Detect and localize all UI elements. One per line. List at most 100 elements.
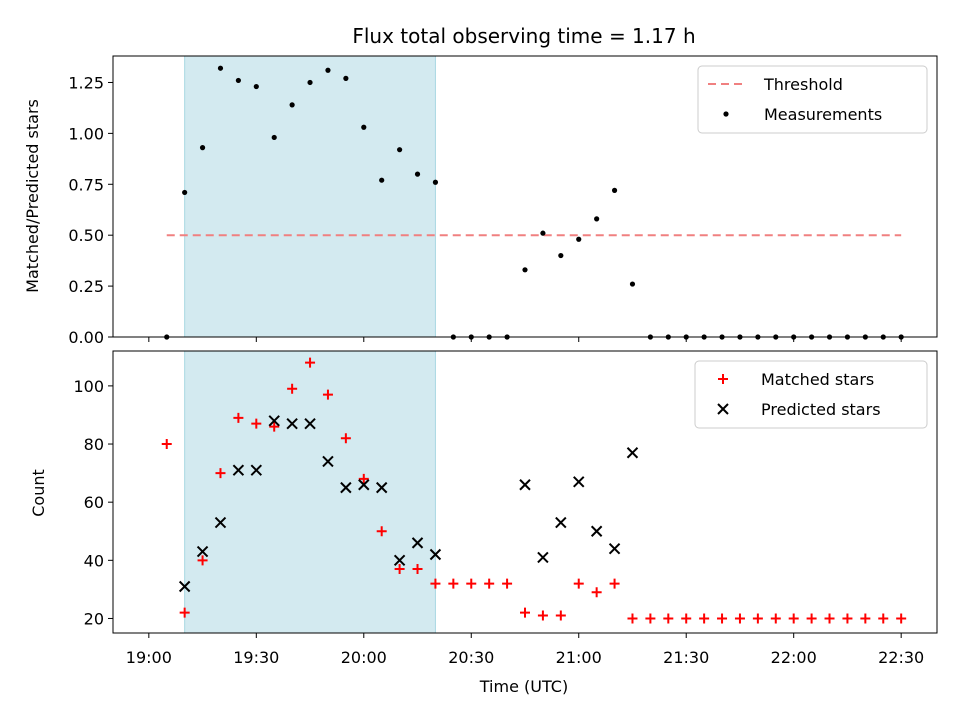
legend-box: [697, 65, 928, 134]
matched-star-point: [609, 578, 620, 589]
y-tick-label: 0.50: [68, 226, 104, 245]
matched-star-point: [824, 613, 835, 624]
matched-star-point: [752, 613, 763, 624]
measurement-point: [432, 179, 439, 185]
matched-star-point: [591, 587, 602, 598]
matched-star-point: [215, 468, 226, 479]
matched-star-point: [878, 613, 889, 624]
matched-star-point: [663, 613, 674, 624]
matched-star-point: [430, 578, 441, 589]
measurement-point: [629, 281, 636, 287]
matched-star-point: [734, 613, 745, 624]
matched-star-point: [537, 610, 548, 621]
x-tick-label: 22:00: [771, 648, 817, 667]
top-y-axis-label: Matched/Predicted stars: [23, 99, 42, 293]
matched-star-point: [645, 613, 656, 624]
predicted-star-point: [608, 542, 621, 555]
measurement-point: [594, 216, 600, 222]
matched-star-point: [179, 607, 190, 618]
matched-star-point: [806, 613, 817, 624]
legend-label: Matched stars: [761, 370, 874, 389]
matched-star-point: [555, 610, 566, 621]
measurement-point: [611, 187, 618, 193]
legend-box: [694, 360, 928, 429]
matched-star-point: [394, 564, 405, 575]
matched-star-point: [717, 613, 728, 624]
predicted-star-point: [626, 447, 639, 459]
measurement-point: [289, 102, 295, 108]
legend-matched-swatch: [718, 374, 728, 384]
matched-star-point: [484, 578, 495, 589]
y-tick-label: 1.00: [68, 124, 104, 143]
legend: Threshold Measurements: [697, 65, 928, 134]
plot-frame: [112, 350, 938, 634]
bottom-y-axis-label: Count: [29, 469, 48, 517]
predicted-star-point: [286, 417, 298, 430]
legend-measurement-swatch: [723, 111, 729, 117]
matched-star-point: [466, 578, 477, 589]
y-tick-label: 0.00: [68, 328, 104, 347]
matched-star-point: [896, 613, 907, 624]
legend-label: Predicted stars: [761, 400, 881, 419]
matched-star-point: [322, 389, 333, 400]
matched-star-point: [681, 613, 692, 624]
measurement-point: [253, 83, 259, 90]
predicted-star-point: [411, 537, 424, 549]
predicted-star-point: [340, 481, 352, 494]
matched-star-point: [376, 526, 387, 537]
y-tick-label: 20: [84, 609, 104, 628]
predicted-star-point: [393, 554, 406, 567]
measurement-point: [182, 189, 188, 196]
measurement-point: [397, 147, 403, 153]
matched-star-point: [770, 613, 781, 624]
matched-star-point: [412, 564, 423, 575]
y-tick-label: 100: [73, 377, 104, 396]
matched-star-point: [233, 412, 244, 423]
matched-star-point: [573, 578, 584, 589]
predicted-star-point: [537, 551, 549, 564]
matched-star-point: [788, 613, 799, 624]
legend-label: Threshold: [763, 75, 843, 94]
predicted-star-point: [519, 479, 531, 491]
predicted-star-point: [250, 464, 263, 476]
predicted-star-point: [358, 479, 370, 491]
predicted-star-point: [555, 516, 567, 529]
predicted-star-point: [232, 464, 245, 476]
matched-star-point: [358, 473, 369, 484]
y-tick-label: 0.25: [68, 277, 104, 296]
chart-title: Flux total observing time = 1.17 h: [352, 24, 695, 48]
matched-star-point: [161, 439, 172, 450]
matched-star-point: [287, 383, 298, 394]
observing-span: [184, 350, 436, 634]
measurement-point: [540, 230, 546, 236]
matched-star-point: [502, 578, 513, 589]
bottom-panel: 20 40 60 80 100 19:00 19:30 20:00 20:30 21:00 21:3…: [73, 350, 938, 667]
predicted-star-point: [196, 545, 209, 558]
predicted-star-point: [322, 455, 334, 468]
matched-star-point: [197, 555, 208, 566]
predicted-star-point: [573, 476, 585, 488]
top-panel: 0.00 0.25 0.50 0.75 1.00 1.25 Threshold Measure…: [68, 55, 938, 347]
legend: Matched stars Predicted stars: [694, 360, 928, 429]
x-axis-label: Time (UTC): [479, 677, 568, 696]
measurement-point: [379, 177, 385, 183]
predicted-star-point: [304, 417, 316, 430]
legend-predicted-swatch: [717, 403, 729, 415]
plot-frame: [112, 55, 938, 338]
x-tick-label: 21:00: [556, 648, 602, 667]
measurement-point: [522, 267, 528, 273]
x-tick-label: 19:30: [233, 648, 279, 667]
x-tick-label: 20:30: [448, 648, 494, 667]
matched-star-point: [627, 613, 638, 624]
matched-star-point: [340, 433, 351, 444]
matched-star-point: [842, 613, 853, 624]
matched-star-point: [520, 607, 530, 618]
measurement-point: [343, 75, 349, 81]
x-tick-label: 21:30: [663, 648, 709, 667]
y-tick-label: 0.75: [68, 175, 104, 194]
matched-star-point: [305, 357, 316, 368]
predicted-star-point: [268, 415, 280, 427]
measurement-point: [325, 67, 331, 73]
observing-span: [184, 55, 436, 338]
